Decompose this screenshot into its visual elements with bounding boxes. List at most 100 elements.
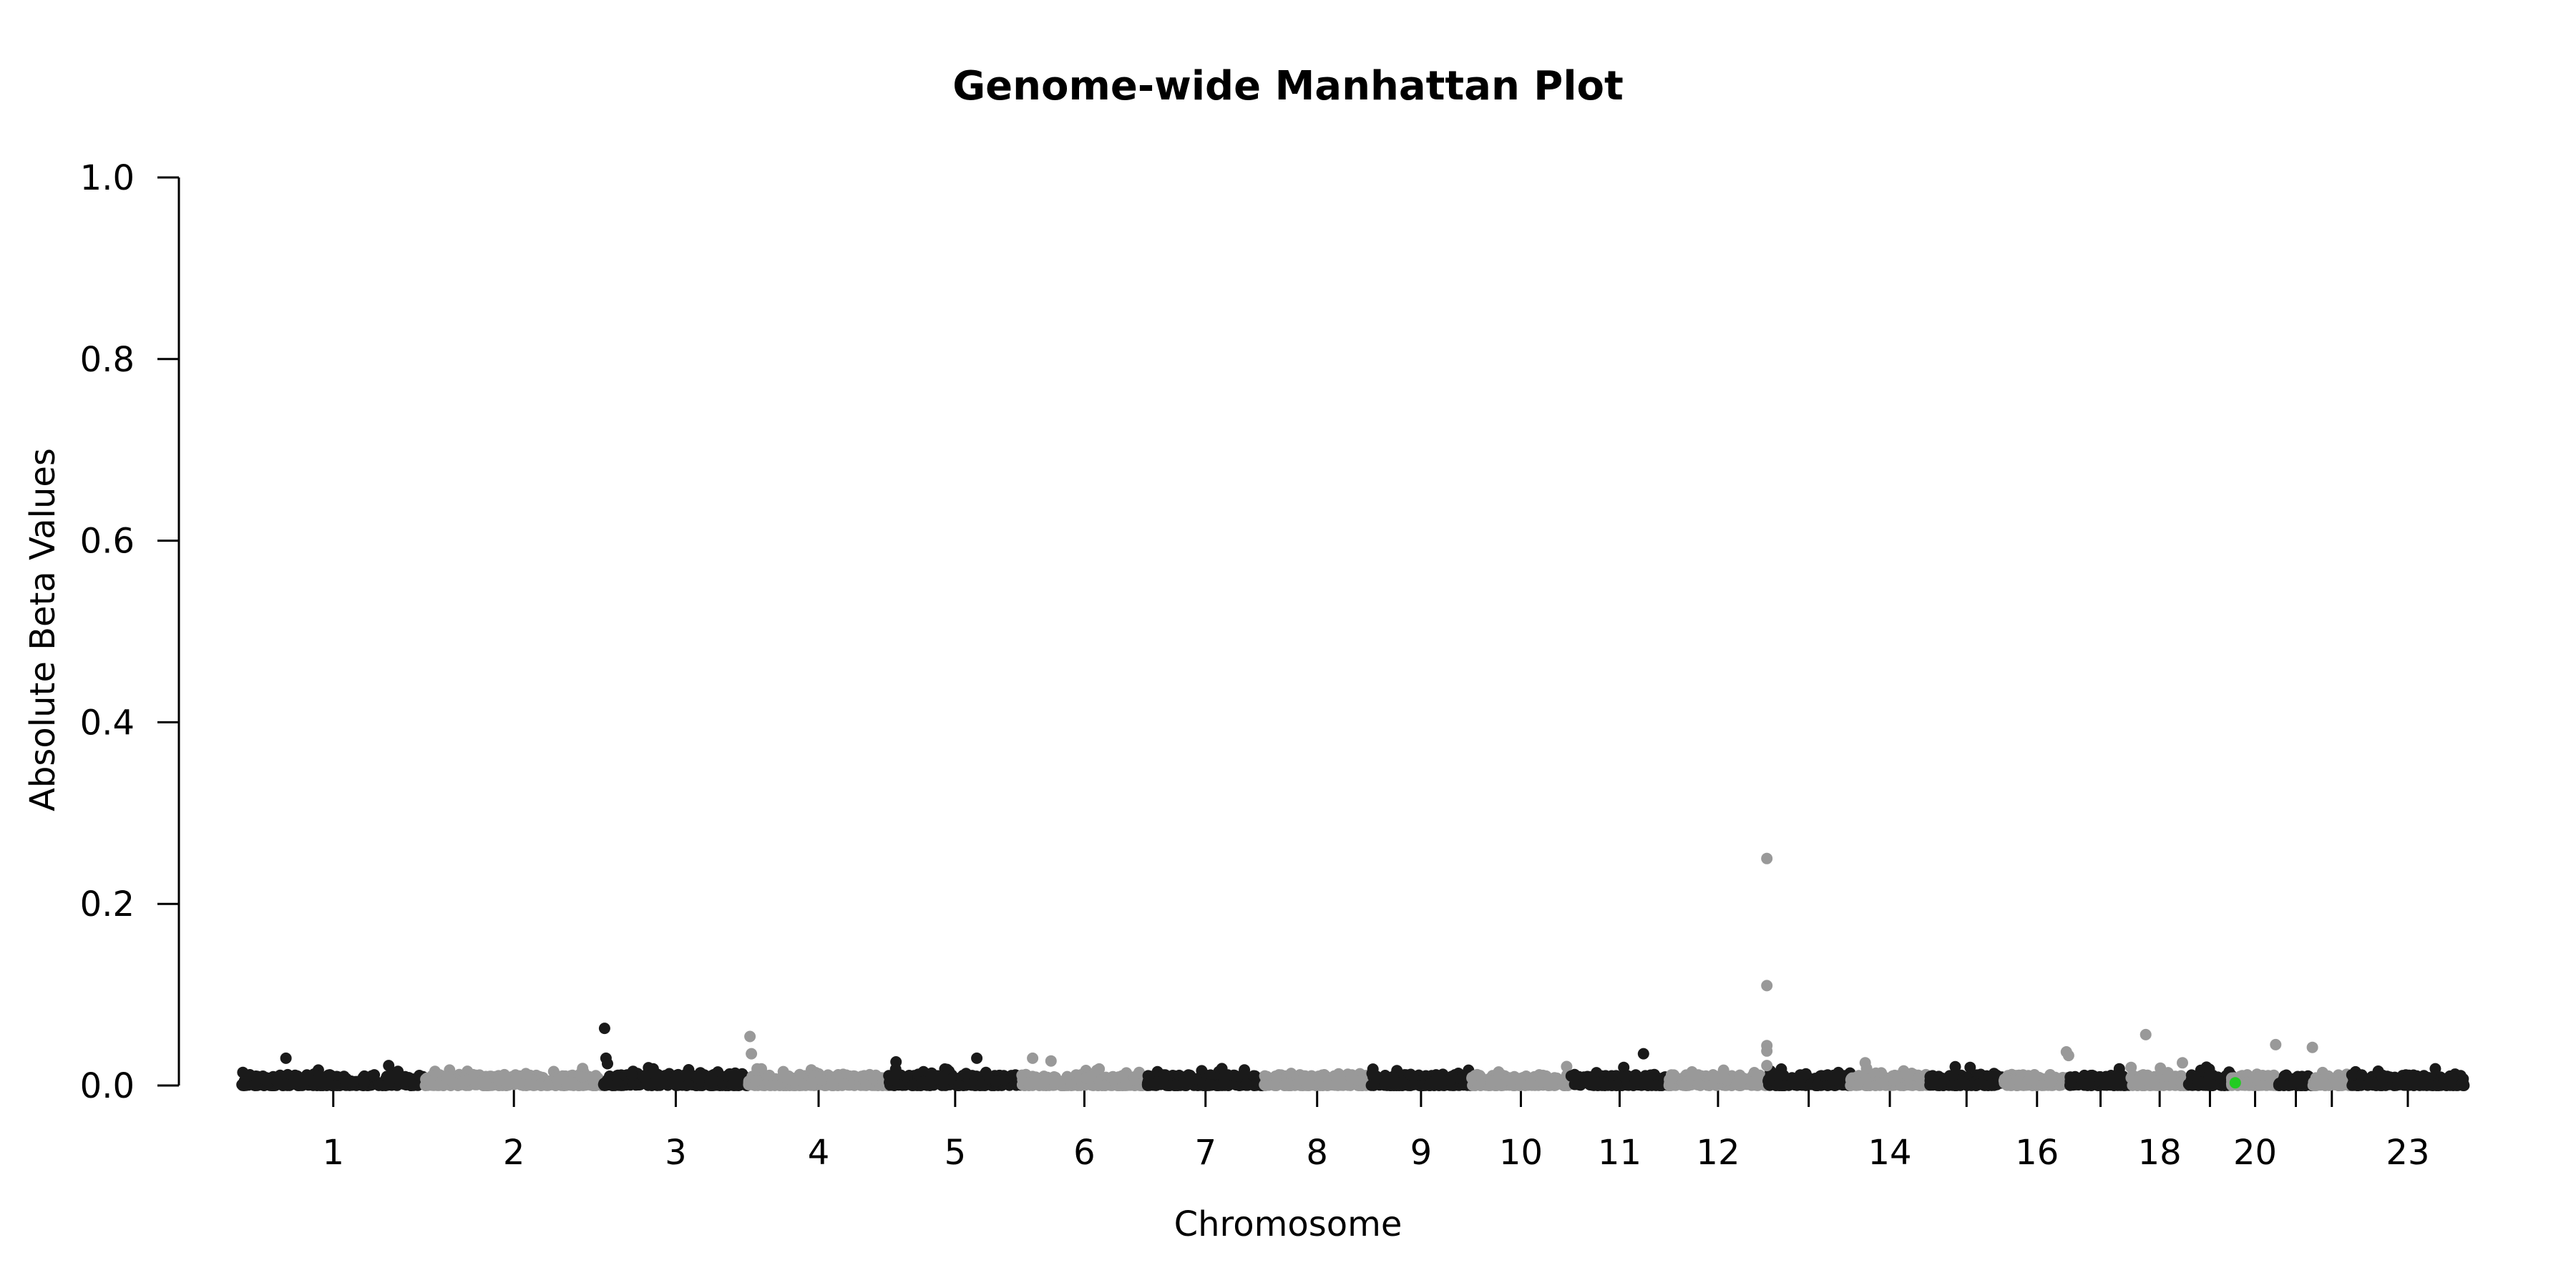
data-point bbox=[2306, 1041, 2318, 1053]
data-point bbox=[1328, 1070, 1340, 1082]
data-point bbox=[243, 1079, 255, 1091]
data-point bbox=[2262, 1070, 2274, 1082]
data-point bbox=[2402, 1073, 2414, 1085]
data-point bbox=[814, 1073, 826, 1085]
data-point bbox=[542, 1079, 554, 1091]
data-points bbox=[236, 852, 2470, 1091]
data-point bbox=[1259, 1079, 1272, 1091]
data-point bbox=[320, 1077, 332, 1089]
data-point bbox=[1859, 1057, 1871, 1069]
data-point bbox=[889, 1069, 901, 1081]
data-point bbox=[1534, 1075, 1546, 1088]
data-point bbox=[892, 1079, 904, 1091]
data-point bbox=[1027, 1052, 1039, 1064]
data-point bbox=[1355, 1075, 1367, 1087]
data-point bbox=[1216, 1063, 1228, 1075]
data-point bbox=[1269, 1079, 1281, 1091]
data-point bbox=[860, 1079, 872, 1091]
data-point bbox=[508, 1078, 520, 1091]
data-point bbox=[1892, 1071, 1904, 1083]
data-point bbox=[1485, 1078, 1497, 1090]
data-point bbox=[915, 1077, 927, 1089]
data-point bbox=[1435, 1075, 1448, 1087]
data-point bbox=[647, 1063, 659, 1075]
data-point bbox=[358, 1076, 371, 1088]
chart-title: Genome-wide Manhattan Plot bbox=[952, 63, 1624, 109]
data-point bbox=[1611, 1080, 1623, 1091]
data-point bbox=[1637, 1048, 1649, 1060]
data-point bbox=[2132, 1080, 2144, 1091]
data-point bbox=[344, 1076, 356, 1088]
data-point bbox=[960, 1068, 972, 1080]
y-tick-label: 1.0 bbox=[80, 158, 135, 198]
data-point bbox=[1471, 1068, 1483, 1080]
data-point bbox=[250, 1070, 262, 1082]
data-point bbox=[2200, 1061, 2212, 1073]
data-point bbox=[2099, 1078, 2112, 1091]
data-point bbox=[1574, 1079, 1586, 1091]
data-point bbox=[1093, 1063, 1106, 1075]
y-tick-label: 0.0 bbox=[80, 1066, 135, 1106]
data-point bbox=[1389, 1078, 1401, 1090]
data-point bbox=[1979, 1079, 1991, 1091]
y-axis: 0.0 0.2 0.4 0.6 0.8 1.0 bbox=[80, 158, 180, 1106]
x-tick-label: 9 bbox=[1410, 1133, 1433, 1173]
data-point bbox=[1694, 1079, 1705, 1091]
data-point bbox=[2062, 1050, 2074, 1062]
data-point bbox=[975, 1079, 987, 1091]
y-tick-label: 0.6 bbox=[80, 522, 135, 562]
data-point bbox=[2162, 1067, 2174, 1079]
data-point bbox=[263, 1076, 275, 1088]
data-point bbox=[598, 1023, 610, 1035]
data-point bbox=[1322, 1079, 1334, 1091]
data-point bbox=[2240, 1076, 2253, 1088]
data-point bbox=[2384, 1071, 2396, 1083]
data-point bbox=[1031, 1078, 1043, 1091]
data-point bbox=[2429, 1063, 2441, 1075]
data-point bbox=[1745, 1079, 1757, 1091]
data-point bbox=[1407, 1070, 1419, 1083]
x-tick-label: 3 bbox=[665, 1133, 687, 1173]
data-point bbox=[907, 1079, 918, 1091]
data-point bbox=[1240, 1078, 1252, 1090]
data-point bbox=[2014, 1079, 2026, 1091]
data-point bbox=[2356, 1070, 2367, 1082]
x-tick-label: 18 bbox=[2138, 1133, 2182, 1173]
data-point bbox=[1045, 1055, 1057, 1067]
data-point bbox=[240, 1070, 253, 1083]
data-point bbox=[746, 1048, 758, 1060]
x-tick-label: 2 bbox=[503, 1133, 525, 1173]
data-point bbox=[1493, 1066, 1505, 1078]
data-point bbox=[457, 1078, 469, 1090]
data-point bbox=[945, 1073, 957, 1085]
data-point bbox=[403, 1072, 415, 1084]
data-point bbox=[1761, 1060, 1773, 1072]
data-point bbox=[424, 1075, 436, 1087]
x-tick-label: 8 bbox=[1306, 1133, 1328, 1173]
y-tick-label: 0.4 bbox=[80, 703, 135, 743]
data-point bbox=[1762, 1073, 1775, 1085]
data-point bbox=[1065, 1079, 1077, 1091]
data-point bbox=[383, 1060, 395, 1072]
data-point bbox=[971, 1052, 983, 1064]
data-point bbox=[639, 1069, 651, 1081]
data-point bbox=[1370, 1070, 1382, 1082]
data-point bbox=[1545, 1079, 1557, 1091]
data-point bbox=[2149, 1075, 2160, 1087]
data-point bbox=[2185, 1069, 2197, 1081]
data-point bbox=[1678, 1079, 1690, 1091]
data-point bbox=[1761, 1045, 1773, 1057]
data-point bbox=[1870, 1080, 1881, 1091]
data-point bbox=[838, 1078, 850, 1090]
data-point bbox=[804, 1079, 816, 1091]
data-point bbox=[1098, 1079, 1111, 1091]
data-point bbox=[927, 1070, 939, 1082]
data-point bbox=[1270, 1070, 1282, 1083]
data-point bbox=[1689, 1069, 1701, 1081]
x-tick-label: 23 bbox=[2386, 1133, 2429, 1173]
data-point bbox=[1204, 1069, 1216, 1081]
data-point bbox=[1424, 1078, 1436, 1091]
data-point bbox=[1234, 1070, 1246, 1083]
data-point bbox=[626, 1069, 638, 1081]
